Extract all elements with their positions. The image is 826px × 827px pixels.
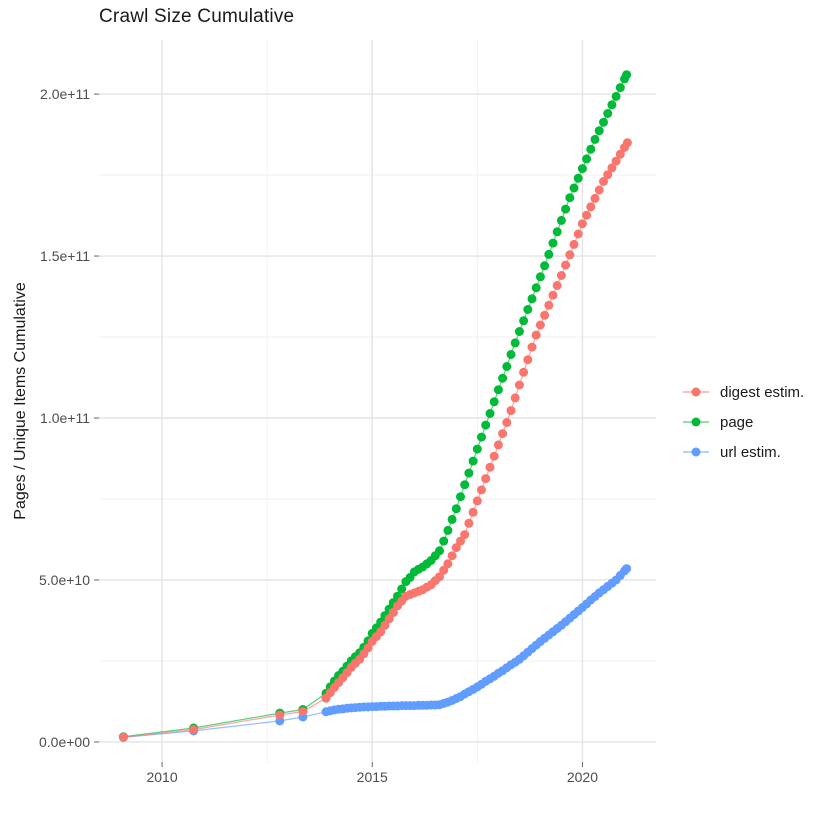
x-tick-label: 2010	[146, 769, 177, 785]
x-tick-label: 2020	[567, 769, 598, 785]
legend-marker-icon	[683, 387, 709, 397]
legend-marker-icon	[683, 447, 709, 457]
series-digest-estim-line	[123, 142, 628, 738]
y-tick-label: 2.0e+11	[40, 86, 90, 102]
x-tick-label: 2015	[357, 769, 388, 785]
legend-label: digest estim.	[720, 383, 805, 401]
legend: digest estim. page url estim.	[681, 377, 804, 467]
legend-item-page: page	[681, 407, 804, 437]
legend-label: url estim.	[720, 443, 781, 461]
y-tick-label: 1.0e+11	[40, 410, 90, 426]
series-url-estim-points	[118, 564, 632, 742]
y-tick-label: 0.0e+00	[39, 734, 90, 750]
chart-title: Crawl Size Cumulative	[99, 6, 295, 27]
legend-item-digest-estim: digest estim.	[681, 377, 804, 407]
series-page-points	[118, 70, 632, 742]
series-url-estim-line	[123, 568, 628, 738]
series-digest-estim-points	[118, 138, 632, 742]
legend-item-url-estim: url estim.	[681, 437, 804, 467]
legend-marker-icon	[683, 417, 709, 427]
y-axis-title: Pages / Unique Items Cumulative	[12, 282, 29, 520]
y-tick-label: 1.5e+11	[40, 248, 90, 264]
legend-label: page	[720, 413, 754, 431]
y-tick-label: 5.0e+10	[39, 572, 90, 588]
